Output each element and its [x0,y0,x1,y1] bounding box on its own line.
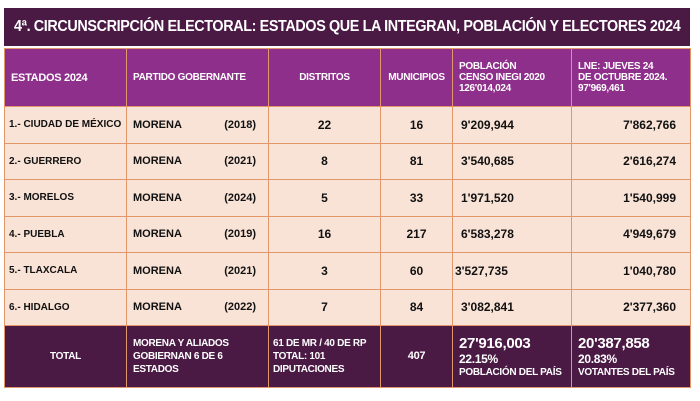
distritos-cell: 16 [268,215,381,253]
total-distritos-line: DIPUTACIONES [273,364,345,375]
total-lne: 20'387,858 20.83% VOTANTES DEL PAÍS [571,325,691,388]
distritos-cell: 7 [268,288,381,326]
electoral-table: ESTADOS 2024 PARTIDO GOBERNANTE DISTRITO… [4,48,691,388]
municipios-cell: 84 [380,288,453,326]
municipios-cell: 81 [380,142,453,180]
estado-cell: 3.- MORELOS [4,179,127,217]
header-lne-line: DE OCTUBRE 2024. [578,72,668,83]
header-poblacion-line: CENSO INEGI 2020 [459,72,545,83]
lne-cell: 7'862,766 [571,106,691,144]
distritos-cell: 5 [268,179,381,217]
total-poblacion-percent: 22.15% [459,351,498,366]
total-partido-line: ESTADOS [133,364,179,375]
page-title: 4ª. CIRCUNSCRIPCIÓN ELECTORAL: ESTADOS Q… [13,18,681,35]
total-poblacion-caption: POBLACIÓN DEL PAÍS [459,366,562,378]
table-row: 1.- CIUDAD DE MÉXICO MORENA (2018) 22 16 … [4,106,691,144]
distritos-cell: 3 [268,252,381,290]
partido-year: (2024) [224,191,256,204]
header-partido: PARTIDO GOBERNANTE [126,48,269,107]
header-poblacion-line: POBLACIÓN [459,61,517,72]
lne-cell: 2'377,360 [571,288,691,326]
partido-year: (2022) [224,301,256,314]
partido-name: MORENA [133,155,182,168]
partido-year: (2019) [224,228,256,241]
table-row: 4.- PUEBLA MORENA (2019) 16 217 6'583,278… [4,215,691,253]
total-lne-percent: 20.83% [578,351,617,366]
poblacion-cell: 3'540,685 [452,142,572,180]
table-row: 3.- MORELOS MORENA (2024) 5 33 1'971,520 … [4,179,691,217]
table-row: 2.- GUERRERO MORENA (2021) 8 81 3'540,685… [4,142,691,180]
total-partido-line: MORENA Y ALIADOS [133,338,229,349]
total-distritos-line: TOTAL: 101 [273,351,326,362]
partido-name: MORENA [133,301,182,314]
table-row: 5.- TLAXCALA MORENA (2021) 3 60 3'527,735… [4,252,691,290]
total-distritos: 61 DE MR / 40 DE RP TOTAL: 101 DIPUTACIO… [268,325,381,388]
header-distritos: DISTRITOS [268,48,381,107]
lne-cell: 4'949,679 [571,215,691,253]
partido-name: MORENA [133,118,182,131]
partido-cell: MORENA (2021) [126,142,269,180]
title-bar: 4ª. CIRCUNSCRIPCIÓN ELECTORAL: ESTADOS Q… [4,8,690,46]
total-partido: MORENA Y ALIADOS GOBIERNAN 6 DE 6 ESTADO… [126,325,269,388]
estado-cell: 4.- PUEBLA [4,215,127,253]
poblacion-cell: 9'209,944 [452,106,572,144]
header-estados: ESTADOS 2024 [4,48,127,107]
total-poblacion: 27'916,003 22.15% POBLACIÓN DEL PAÍS [452,325,572,388]
estado-cell: 6.- HIDALGO [4,288,127,326]
poblacion-cell: 6'583,278 [452,215,572,253]
distritos-cell: 22 [268,106,381,144]
lne-cell: 2'616,274 [571,142,691,180]
lne-cell: 1'040,780 [571,252,691,290]
total-label: TOTAL [4,325,127,388]
total-municipios: 407 [380,325,453,388]
estado-cell: 5.- TLAXCALA [4,252,127,290]
header-poblacion-total: 126'014,024 [459,83,511,94]
header-lne-total: 97'969,461 [578,83,625,94]
partido-year: (2021) [224,155,256,168]
partido-year: (2021) [224,264,256,277]
header-lne: LNE: JUEVES 24 DE OCTUBRE 2024. 97'969,4… [571,48,691,107]
municipios-cell: 60 [380,252,453,290]
partido-name: MORENA [133,191,182,204]
header-municipios: MUNICIPIOS [380,48,453,107]
total-row: TOTAL MORENA Y ALIADOS GOBIERNAN 6 DE 6 … [4,325,691,388]
table-row: 6.- HIDALGO MORENA (2022) 7 84 3'082,841 … [4,288,691,326]
distritos-cell: 8 [268,142,381,180]
total-lne-caption: VOTANTES DEL PAÍS [578,366,675,378]
partido-cell: MORENA (2022) [126,288,269,326]
partido-cell: MORENA (2019) [126,215,269,253]
partido-cell: MORENA (2024) [126,179,269,217]
poblacion-cell: 3'527,735 [452,252,572,290]
header-poblacion: POBLACIÓN CENSO INEGI 2020 126'014,024 [452,48,572,107]
poblacion-cell: 3'082,841 [452,288,572,326]
lne-cell: 1'540,999 [571,179,691,217]
partido-year: (2018) [224,118,256,131]
partido-cell: MORENA (2021) [126,252,269,290]
municipios-cell: 33 [380,179,453,217]
poblacion-cell: 1'971,520 [452,179,572,217]
partido-name: MORENA [133,264,182,277]
header-lne-line: LNE: JUEVES 24 [578,61,654,72]
estado-cell: 1.- CIUDAD DE MÉXICO [4,106,127,144]
total-distritos-line: 61 DE MR / 40 DE RP [273,338,367,349]
total-lne-value: 20'387,858 [578,334,650,352]
header-row: ESTADOS 2024 PARTIDO GOBERNANTE DISTRITO… [4,48,691,107]
municipios-cell: 16 [380,106,453,144]
estado-cell: 2.- GUERRERO [4,142,127,180]
total-poblacion-value: 27'916,003 [459,334,531,352]
partido-name: MORENA [133,228,182,241]
municipios-cell: 217 [380,215,453,253]
total-partido-line: GOBIERNAN 6 DE 6 [133,351,223,362]
partido-cell: MORENA (2018) [126,106,269,144]
